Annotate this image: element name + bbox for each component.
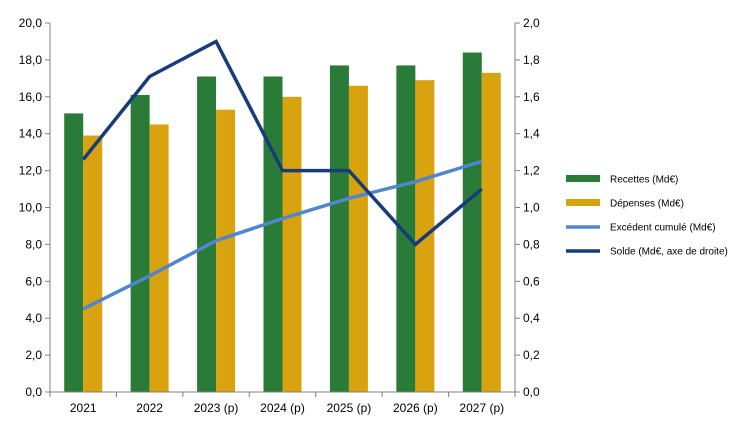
bar-depenses-1: [149, 124, 169, 392]
y-right-tick-label: 0,4: [523, 311, 540, 325]
y-left-tick-label: 16,0: [19, 90, 43, 104]
y-left-tick-label: 2,0: [25, 348, 42, 362]
bar-depenses-6: [481, 72, 501, 392]
legend-label-1: Dépenses (Md€): [610, 199, 684, 210]
x-tick-label: 2025 (p): [327, 401, 372, 415]
x-tick-label: 2023 (p): [194, 401, 239, 415]
x-tick-label: 2024 (p): [260, 401, 305, 415]
y-right-tick-label: 0,2: [523, 348, 540, 362]
bar-recettes-3: [263, 76, 283, 392]
y-right-tick-label: 1,0: [523, 201, 540, 215]
y-left-tick-label: 0,0: [25, 385, 42, 399]
y-right-tick-label: 1,4: [523, 127, 540, 141]
y-right-tick-label: 0,6: [523, 274, 540, 288]
bar-recettes-6: [462, 52, 482, 393]
bar-recettes-2: [197, 76, 217, 392]
y-right-tick-label: 1,8: [523, 53, 540, 67]
bar-depenses-0: [83, 135, 103, 393]
y-right-tick-label: 0,0: [523, 385, 540, 399]
y-right-tick-label: 0,8: [523, 237, 540, 251]
bar-depenses-2: [216, 109, 236, 392]
y-left-tick-label: 18,0: [19, 53, 43, 67]
legend-label-0: Recettes (Md€): [610, 175, 678, 186]
legend: Recettes (Md€) Dépenses (Md€) Excédent cum…: [566, 175, 728, 258]
legend-swatch-1: [566, 199, 600, 206]
y-left-tick-label: 20,0: [19, 16, 43, 30]
y-right-tick-label: 1,6: [523, 90, 540, 104]
legend-label-3: Solde (Md€, axe de droite): [610, 247, 728, 258]
legend-swatch-0: [566, 175, 600, 182]
bar-recettes-4: [329, 65, 349, 392]
y-right-tick-label: 2,0: [523, 16, 540, 30]
y-left-tick-label: 10,0: [19, 201, 43, 215]
x-tick-label: 2021: [70, 401, 97, 415]
bar-recettes-5: [396, 65, 416, 392]
bar-depenses-3: [282, 96, 302, 393]
line-excedent-cumule: [82, 159, 483, 311]
y-right-tick-label: 1,2: [523, 164, 540, 178]
y-left-tick-label: 8,0: [25, 237, 42, 251]
lines-layer: [81, 39, 483, 311]
axes-layer: 0,0 2,0 4,0 6,0 8,0 10,0 12,0 14,0 16,0 18,0 20,0 0…: [19, 16, 540, 415]
legend-label-2: Excédent cumulé (Md€): [610, 223, 716, 234]
y-left-tick-label: 6,0: [25, 274, 42, 288]
bar-depenses-4: [348, 85, 368, 392]
y-left-tick-label: 14,0: [19, 127, 43, 141]
y-left-tick-label: 4,0: [25, 311, 42, 325]
bar-recettes-0: [64, 113, 84, 392]
line-solde: [81, 39, 483, 247]
y-left-tick-label: 12,0: [19, 164, 43, 178]
x-tick-label: 2022: [136, 401, 163, 415]
x-tick-label: 2026 (p): [393, 401, 438, 415]
bar-recettes-1: [130, 94, 150, 392]
x-tick-label: 2027 (p): [459, 401, 504, 415]
